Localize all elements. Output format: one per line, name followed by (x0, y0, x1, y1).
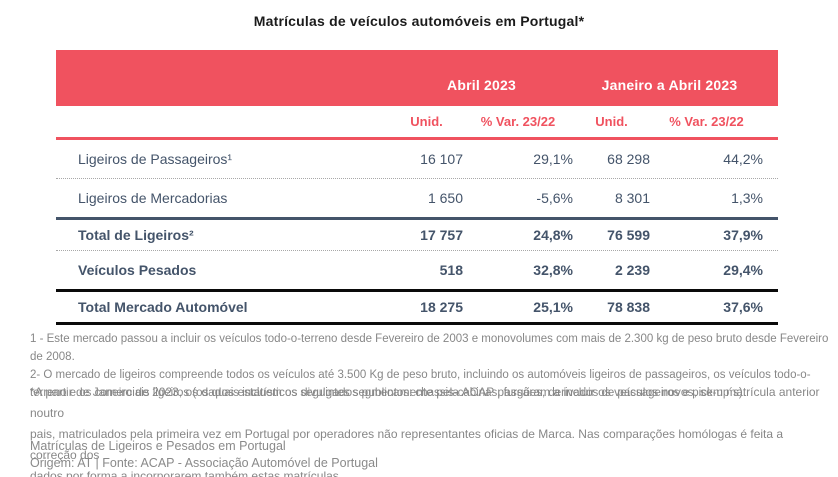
cell-value: 1 650 (427, 190, 463, 206)
cell-value: 25,1% (533, 299, 573, 315)
note-line: pais, matriculados pela primeira vez em … (30, 427, 784, 462)
note-line: dados por forma a incorporarem também es… (30, 469, 343, 477)
page-title: Matrículas de veículos automóveis em Por… (253, 13, 585, 29)
cell-value: 518 (439, 262, 463, 278)
table-period-header: Abril 2023 Janeiro a Abril 2023 (56, 50, 778, 106)
row-label: Ligeiros de Passageiros¹ (78, 151, 233, 167)
cell-value: 78 838 (607, 299, 650, 315)
footnotes: 1 - Este mercado passou a incluir os veí… (30, 330, 832, 402)
cell-value: 16 107 (420, 151, 463, 167)
source-title: Matrículas de Ligeiros e Pesados em Port… (30, 439, 286, 453)
source-info: Matrículas de Ligeiros e Pesados em Port… (30, 438, 630, 472)
cell-value: 8 301 (614, 190, 650, 206)
table-row-total-ligeiros: Total de Ligeiros² 17 757 24,8% 76 599 3… (56, 217, 778, 250)
cell-value: 17 757 (420, 227, 463, 243)
cell-value: -5,6% (536, 190, 573, 206)
cell-value: 76 599 (607, 227, 650, 243)
table-row: Ligeiros de Passageiros¹ 16 107 29,1% 68… (56, 140, 778, 178)
cell-value: 44,2% (723, 151, 763, 167)
table-row-total-mercado: Total Mercado Automóvel 18 275 25,1% 78 … (56, 289, 778, 322)
note-line: *A partir de Janeiro de 2023, os dados e… (30, 385, 820, 420)
registrations-table: Abril 2023 Janeiro a Abril 2023 Unid. % … (56, 50, 778, 325)
cell-value: 18 275 (420, 299, 463, 315)
footnote-line: 1 - Este mercado passou a incluir os veí… (30, 333, 829, 363)
asterisk-note: *A partir de Janeiro de 2023, os dados e… (30, 382, 825, 477)
row-label: Ligeiros de Mercadorias (78, 190, 228, 206)
row-label: Total Mercado Automóvel (78, 299, 248, 315)
period-header-april: Abril 2023 (447, 77, 516, 93)
table-row: Ligeiros de Mercadorias 1 650 -5,6% 8 30… (56, 178, 778, 217)
footnote-line: terreno e os comerciais ligeiros (os qua… (30, 387, 746, 399)
row-label: Total de Ligeiros² (78, 227, 194, 243)
column-header-var-april: % Var. 23/22 (480, 114, 556, 129)
row-label: Veículos Pesados (78, 262, 197, 278)
cell-value: 1,3% (731, 190, 763, 206)
table-column-headers: Unid. % Var. 23/22 Unid. % Var. 23/22 (56, 106, 778, 140)
cell-value: 37,9% (723, 227, 763, 243)
cell-value: 2 239 (614, 262, 650, 278)
source-origin: Origem: AT | Fonte: ACAP - Associação Au… (30, 456, 378, 470)
cell-value: 29,1% (533, 151, 573, 167)
column-header-unid-jan-april: Unid. (595, 114, 628, 129)
table-row: Veículos Pesados 518 32,8% 2 239 29,4% (56, 250, 778, 289)
cell-value: 68 298 (607, 151, 650, 167)
column-header-var-jan-april: % Var. 23/22 (669, 114, 744, 129)
footnote-line: 2- O mercado de ligeiros compreende todo… (30, 369, 811, 381)
cell-value: 32,8% (533, 262, 573, 278)
cell-value: 29,4% (723, 262, 763, 278)
cell-value: 24,8% (533, 227, 573, 243)
column-header-unid-april: Unid. (410, 114, 443, 129)
cell-value: 37,6% (723, 299, 763, 315)
period-header-jan-april: Janeiro a Abril 2023 (601, 77, 738, 93)
